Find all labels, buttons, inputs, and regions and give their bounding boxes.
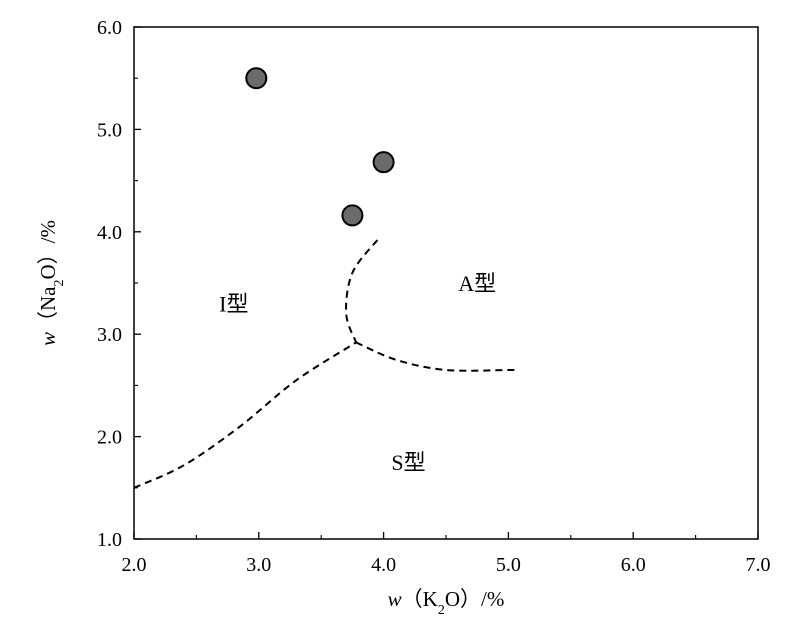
boundary-line-1 xyxy=(133,341,357,489)
y-tick-label: 4.0 xyxy=(97,222,122,244)
region-labels: I型 A型 S型 xyxy=(219,271,496,475)
axis-ticks: 2.0 3.0 4.0 5.0 6.0 7.01.02.03.04.05.06.0 xyxy=(97,17,771,576)
y-tick-label: 6.0 xyxy=(97,17,122,39)
y-tick-label: 5.0 xyxy=(97,119,122,141)
boundary-lines xyxy=(133,239,517,489)
data-point xyxy=(245,67,268,90)
x-tick-label: 3.0 xyxy=(246,554,271,576)
data-points xyxy=(245,67,395,227)
data-point xyxy=(372,151,395,174)
x-tick-label: 6.0 xyxy=(621,554,646,576)
region-label: A型 xyxy=(458,271,496,296)
y-tick-label: 1.0 xyxy=(97,529,122,551)
region-label: I型 xyxy=(219,291,248,316)
y-axis-title: w（Na2O）/% xyxy=(36,220,67,346)
boundary-line-2 xyxy=(345,239,379,343)
x-tick-label: 4.0 xyxy=(371,554,396,576)
x-tick-label: 7.0 xyxy=(746,554,771,576)
x-tick-label: 5.0 xyxy=(496,554,521,576)
y-tick-label: 2.0 xyxy=(97,427,122,449)
data-point xyxy=(341,204,364,227)
y-tick-label: 3.0 xyxy=(97,324,122,346)
x-axis-title: w（K2O）/% xyxy=(388,587,505,617)
x-tick-label: 2.0 xyxy=(122,554,147,576)
region-label: S型 xyxy=(391,450,425,475)
boundary-line-3 xyxy=(355,341,517,372)
plot-frame xyxy=(133,26,759,540)
